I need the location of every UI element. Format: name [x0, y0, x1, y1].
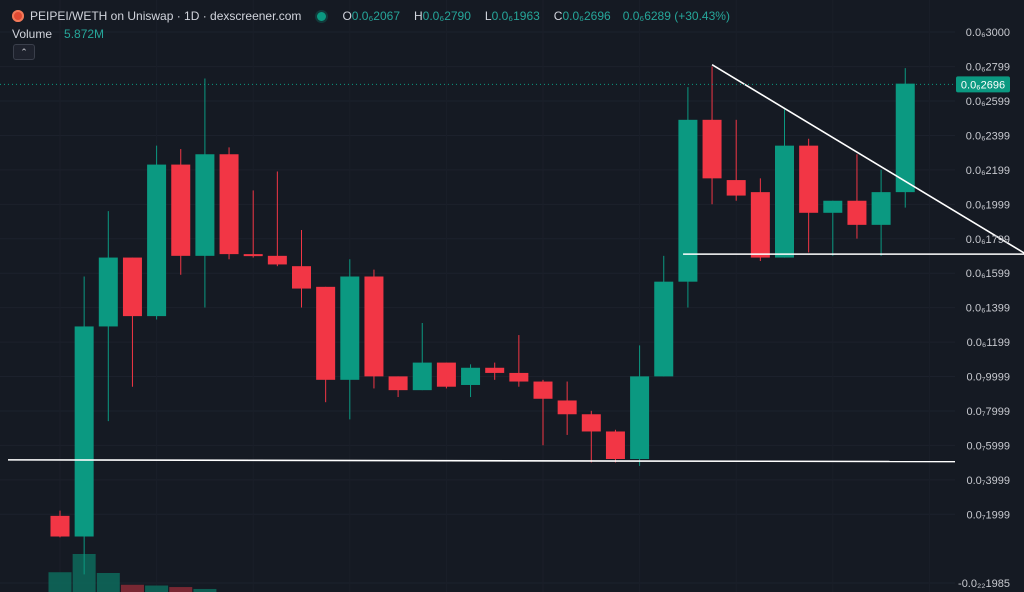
candle-body	[847, 200, 867, 225]
price-axis-tick-label: 0.0₆2399	[966, 130, 1010, 142]
price-axis-tick-label: 0.0₆3000	[966, 27, 1010, 39]
volume-bar	[145, 585, 169, 592]
candle-body	[678, 119, 698, 282]
candle-body	[823, 200, 843, 213]
candle-body	[605, 431, 625, 460]
candle-body	[195, 154, 215, 256]
price-axis-tick-label: 0.0₆2799	[966, 62, 1010, 74]
trendline-annotations	[7, 64, 1024, 463]
candle-body	[895, 83, 915, 193]
last-price-tag	[956, 76, 1010, 93]
price-axis-tick-label: 0.0₇7999	[966, 406, 1010, 418]
candle-body	[316, 286, 336, 380]
ohlc-change: 0.0₆6289 (+30.43%)	[622, 9, 730, 23]
last-price-label: 0.0₆2696	[961, 79, 1005, 91]
volume-bar	[169, 587, 193, 592]
candle-body	[557, 400, 577, 415]
descending-trendline	[711, 64, 1024, 254]
volume-bar	[193, 588, 217, 592]
candle-body	[122, 257, 142, 317]
volume-value: 5.872M	[64, 27, 105, 41]
candle-body	[340, 276, 360, 380]
candle-body	[436, 362, 456, 387]
ohlc-low: L0.0₆1963	[484, 9, 540, 23]
candle-body	[485, 367, 505, 373]
ohlc-high: H0.0₆2790	[414, 9, 471, 23]
price-axis-tick-label: 0.0₆2599	[966, 96, 1010, 108]
candle-body	[292, 266, 311, 289]
support-line	[7, 459, 956, 463]
volume-bar	[96, 573, 120, 592]
price-axis-tick-label: 0.0₇1999	[966, 509, 1010, 521]
candle-body	[533, 381, 553, 399]
candle-body	[364, 276, 384, 377]
candle-body	[871, 192, 891, 225]
candle-body	[267, 255, 287, 265]
volume-label: Volume	[12, 27, 53, 41]
price-axis-tick-label: 0.0₆1399	[966, 303, 1010, 315]
volume-bars	[48, 554, 217, 592]
collapse-legend-button[interactable]: ⌃	[13, 44, 35, 60]
price-axis-tick-label: 0.0₆1799	[966, 234, 1010, 246]
candle-body	[243, 254, 263, 257]
chevron-up-icon: ⌃	[20, 47, 28, 57]
candle-body	[171, 164, 191, 256]
candle-body	[581, 414, 601, 432]
candle-body	[461, 367, 481, 385]
candle-body	[219, 154, 239, 255]
candle-body	[775, 145, 794, 258]
candle-body	[630, 376, 650, 460]
price-axis-tick-label: 0.0₆1999	[966, 199, 1010, 211]
candle-body	[702, 119, 722, 179]
ohlc-open: O0.0₆2067	[342, 9, 400, 23]
candle-body	[412, 362, 432, 391]
candle-body	[654, 281, 674, 377]
candle-body	[799, 145, 819, 213]
grid-lines	[0, 0, 955, 592]
volume-bar	[48, 572, 72, 592]
last-price-line: 0.0₆2696	[0, 76, 1010, 93]
price-axis-tick-label: 0.0₇9999	[966, 372, 1010, 384]
price-axis-tick-label: 0.0₆1199	[967, 337, 1010, 349]
token-logo-icon	[12, 10, 24, 22]
candle-body	[509, 372, 529, 382]
status-dot-icon	[317, 11, 327, 21]
price-axis[interactable]: 0.0₆3000 0.0₆2799 0.0₆2599 0.0₆2399 0.0₆2199…	[958, 27, 1010, 590]
candle-body	[98, 257, 118, 327]
candle-body	[750, 192, 770, 258]
candle-body	[388, 376, 408, 391]
price-axis-tick-label: 0.0₆2199	[966, 165, 1010, 177]
price-axis-tick-label: 0.0₇5999	[966, 440, 1010, 452]
price-axis-tick-label: 0.0₇3999	[966, 475, 1010, 487]
price-axis-tick-label: 0.0₆1599	[966, 268, 1010, 280]
ohlc-close: C0.0₆2696	[553, 9, 611, 23]
candle-body	[74, 326, 94, 537]
chart-title: PEIPEI/WETH on Uniswap · 1D · dexscreene…	[30, 9, 302, 23]
candle-body	[147, 164, 167, 317]
candle-body	[726, 180, 746, 196]
candle-body	[50, 515, 70, 537]
candlesticks	[50, 66, 915, 575]
chart-legend: PEIPEI/WETH on Uniswap · 1D · dexscreene…	[12, 8, 736, 42]
price-axis-tick-label: -0.0₂₂1985	[958, 578, 1010, 590]
volume-bar	[120, 584, 144, 592]
